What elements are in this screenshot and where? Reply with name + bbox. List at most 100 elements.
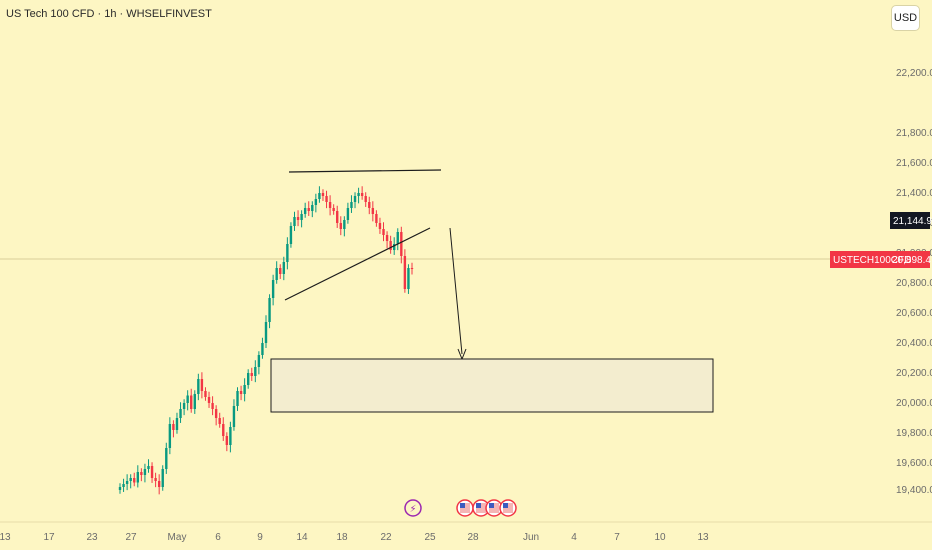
resistance-line[interactable] bbox=[288, 169, 442, 173]
candle-body bbox=[364, 196, 367, 202]
candle-body bbox=[168, 424, 172, 448]
lightning-icon-glyph: ⚡ bbox=[409, 504, 416, 515]
candle-body bbox=[400, 232, 403, 256]
y-tick-label: 20,400.0 bbox=[896, 338, 932, 349]
candle-body bbox=[360, 193, 364, 196]
x-tick-label: 25 bbox=[424, 532, 436, 543]
candle-body bbox=[368, 202, 371, 208]
price-axis[interactable]: 22,200.021,800.021,600.021,400.021,200.0… bbox=[896, 68, 932, 496]
currency-button[interactable]: USD bbox=[891, 5, 920, 31]
candle-body bbox=[154, 478, 157, 481]
marked-price-tag bbox=[890, 212, 930, 229]
candle-body bbox=[236, 391, 239, 406]
target-zone-box[interactable] bbox=[270, 358, 714, 413]
candle-body bbox=[122, 484, 125, 487]
candle-body bbox=[222, 424, 225, 436]
candle-body bbox=[293, 217, 296, 226]
us-flag-icon[interactable] bbox=[485, 499, 503, 517]
candle-body bbox=[175, 418, 179, 430]
candle-body bbox=[214, 409, 218, 418]
y-tick-label: 19,800.0 bbox=[896, 428, 932, 439]
candle-body bbox=[218, 418, 221, 424]
chart-title: US Tech 100 CFD · 1h · WHSELFINVEST bbox=[6, 8, 212, 20]
candle-body bbox=[339, 223, 342, 229]
candle-body bbox=[254, 367, 257, 376]
candle-body bbox=[229, 427, 232, 445]
candle-body bbox=[136, 472, 140, 483]
candle-body bbox=[403, 256, 407, 289]
candle-body bbox=[264, 322, 268, 343]
candle-body bbox=[150, 466, 154, 478]
candles-group bbox=[118, 186, 414, 495]
event-icons[interactable]: ⚡ bbox=[404, 499, 517, 517]
candle-body bbox=[375, 214, 378, 223]
arrow-shaft[interactable] bbox=[449, 227, 463, 355]
candle-body bbox=[307, 208, 310, 211]
candle-body bbox=[147, 466, 150, 469]
y-tick-label: 22,200.0 bbox=[896, 68, 932, 79]
rising-trendline[interactable] bbox=[284, 227, 431, 301]
x-tick-label: 6 bbox=[215, 532, 221, 543]
candle-body bbox=[246, 373, 250, 385]
x-tick-label: 22 bbox=[380, 532, 392, 543]
candle-body bbox=[343, 220, 346, 229]
us-flag-icon[interactable] bbox=[499, 499, 517, 517]
candle-body bbox=[239, 391, 243, 394]
y-tick-label: 21,800.0 bbox=[896, 128, 932, 139]
candle-body bbox=[385, 235, 389, 241]
last-price-tag bbox=[830, 251, 930, 268]
candle-body bbox=[271, 280, 275, 298]
candle-body bbox=[161, 469, 164, 487]
candle-body bbox=[314, 199, 318, 205]
candle-body bbox=[143, 469, 147, 475]
x-tick-label: 13 bbox=[0, 532, 11, 543]
x-tick-label: 7 bbox=[614, 532, 620, 543]
candle-body bbox=[125, 481, 129, 484]
candle-body bbox=[232, 406, 236, 427]
candle-body bbox=[118, 487, 122, 490]
candle-body bbox=[204, 391, 207, 397]
x-tick-label: 23 bbox=[86, 532, 98, 543]
us-flag-icon[interactable] bbox=[456, 499, 474, 517]
x-tick-label: 4 bbox=[571, 532, 577, 543]
candle-body bbox=[382, 229, 385, 235]
candle-body bbox=[243, 385, 246, 394]
candle-body bbox=[165, 448, 168, 469]
y-tick-label: 21,400.0 bbox=[896, 188, 932, 199]
candle-body bbox=[353, 196, 357, 202]
y-tick-label: 20,200.0 bbox=[896, 368, 932, 379]
candle-body bbox=[225, 436, 229, 445]
x-tick-label: 9 bbox=[257, 532, 263, 543]
candle-body bbox=[325, 196, 328, 202]
candle-body bbox=[332, 208, 335, 211]
x-tick-label: 28 bbox=[467, 532, 479, 543]
candle-body bbox=[182, 403, 186, 409]
candle-body bbox=[282, 262, 286, 274]
candle-body bbox=[261, 343, 264, 355]
candle-body bbox=[279, 268, 282, 274]
candle-body bbox=[350, 202, 353, 208]
candle-body bbox=[190, 395, 193, 409]
time-axis[interactable]: 13 17 23 27 May 6 9 14 18 22 25 28 Jun 4 7 10 13 bbox=[0, 532, 709, 543]
candle-body bbox=[378, 223, 382, 229]
lightning-icon[interactable] bbox=[404, 499, 422, 517]
x-tick-label: 13 bbox=[697, 532, 709, 543]
candle-body bbox=[311, 205, 314, 211]
y-tick-label: 20,000.0 bbox=[896, 398, 932, 409]
candle-body bbox=[193, 394, 196, 409]
last-price-value: 20,898.4 bbox=[892, 255, 931, 266]
candle-body bbox=[371, 208, 375, 214]
candle-body bbox=[157, 481, 161, 487]
candle-body bbox=[410, 268, 414, 269]
x-tick-label: May bbox=[168, 532, 187, 543]
candle-body bbox=[129, 478, 132, 481]
candle-body bbox=[207, 397, 211, 403]
x-tick-label: 14 bbox=[296, 532, 308, 543]
candle-body bbox=[275, 268, 278, 280]
candle-body bbox=[392, 244, 396, 250]
x-tick-label: 27 bbox=[125, 532, 137, 543]
candle-body bbox=[286, 244, 289, 262]
candle-body bbox=[389, 241, 392, 250]
